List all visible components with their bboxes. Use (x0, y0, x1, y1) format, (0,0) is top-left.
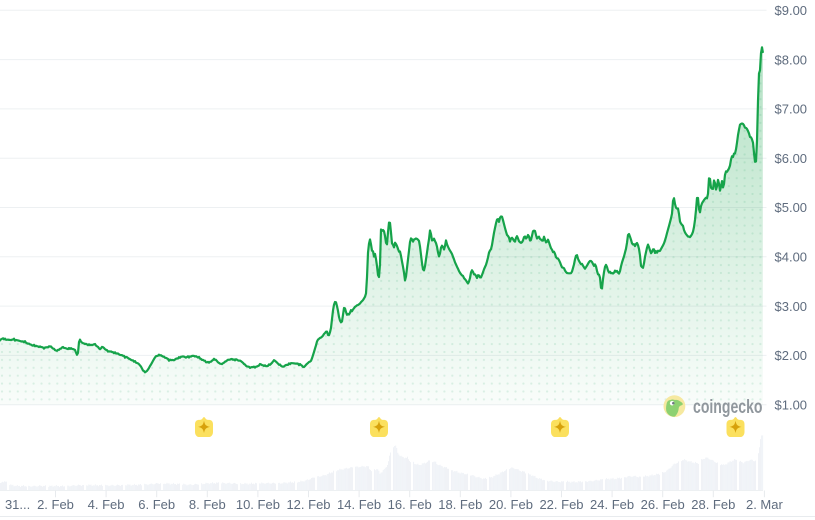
svg-text:$7.00: $7.00 (775, 102, 808, 117)
svg-text:$4.00: $4.00 (775, 250, 808, 265)
svg-text:26. Feb: 26. Feb (641, 497, 685, 512)
svg-text:10. Feb: 10. Feb (236, 497, 280, 512)
svg-text:$2.00: $2.00 (775, 348, 808, 363)
svg-text:2. Feb: 2. Feb (37, 497, 74, 512)
svg-text:28. Feb: 28. Feb (691, 497, 735, 512)
svg-text:$8.00: $8.00 (775, 52, 808, 67)
svg-text:12. Feb: 12. Feb (286, 497, 330, 512)
svg-text:20. Feb: 20. Feb (489, 497, 533, 512)
svg-text:6. Feb: 6. Feb (138, 497, 175, 512)
svg-text:8. Feb: 8. Feb (189, 497, 226, 512)
svg-text:22. Feb: 22. Feb (539, 497, 583, 512)
svg-text:2. Mar: 2. Mar (746, 497, 784, 512)
svg-text:$6.00: $6.00 (775, 151, 808, 166)
svg-text:24. Feb: 24. Feb (590, 497, 634, 512)
svg-text:coingecko: coingecko (693, 397, 763, 418)
svg-text:$9.00: $9.00 (775, 3, 808, 18)
svg-text:31...: 31... (5, 497, 30, 512)
svg-text:$3.00: $3.00 (775, 299, 808, 314)
svg-text:14. Feb: 14. Feb (337, 497, 381, 512)
svg-text:$5.00: $5.00 (775, 200, 808, 215)
svg-text:4. Feb: 4. Feb (88, 497, 125, 512)
svg-text:16. Feb: 16. Feb (388, 497, 432, 512)
svg-text:$1.00: $1.00 (775, 397, 808, 412)
svg-text:18. Feb: 18. Feb (438, 497, 482, 512)
